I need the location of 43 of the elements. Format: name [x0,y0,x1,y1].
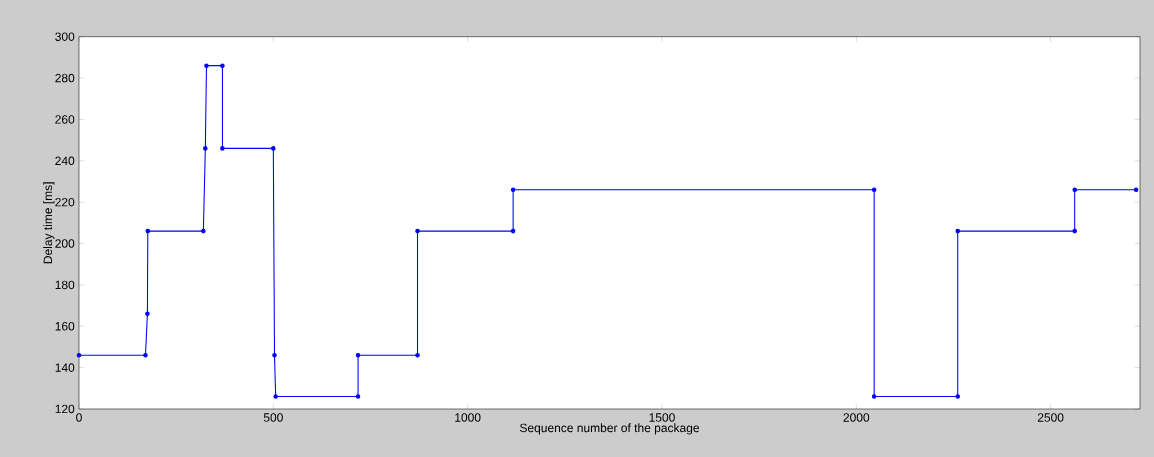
point [510,228,516,234]
point [415,228,420,234]
point [415,352,420,358]
y-tick-label: 180 [55,280,75,290]
y-tick-label: 200 [55,239,75,248]
point [1133,187,1139,193]
y-tick-label: 240 [55,156,75,166]
x-axis-title: Sequence number of the package [519,423,700,435]
y-axis-title: Delay time [ms] [43,182,55,264]
point [76,352,82,358]
y-tick-label: 220 [55,197,75,207]
x-tick-label: 1500 [649,413,675,422]
x-tick-label: 2500 [1037,413,1064,422]
point [201,228,206,234]
point [510,187,516,193]
point [871,187,877,193]
x-tick-label: 2000 [843,413,870,422]
point [220,63,225,68]
point [272,352,277,358]
point [271,146,276,151]
y-tick-label: 160 [55,322,75,331]
point [355,394,361,399]
x-tick-label: 0 [76,413,82,422]
point [145,311,150,317]
point [145,228,151,234]
point [871,394,877,399]
y-tick-label: 280 [55,73,75,83]
point [1072,187,1077,193]
point [955,394,960,399]
y-tick-label: 140 [55,363,75,372]
point [204,63,209,68]
y-tick-label: 120 [55,404,75,414]
point [355,352,361,358]
point [273,394,278,399]
point [955,228,960,234]
point [143,352,148,358]
y-tick-label: 300 [55,32,75,41]
x-tick-label: 500 [263,413,283,422]
point [220,146,225,151]
x-tick-label: 1000 [455,413,481,422]
point [1072,228,1077,234]
y-tick-label: 260 [55,115,75,124]
point [203,146,208,151]
